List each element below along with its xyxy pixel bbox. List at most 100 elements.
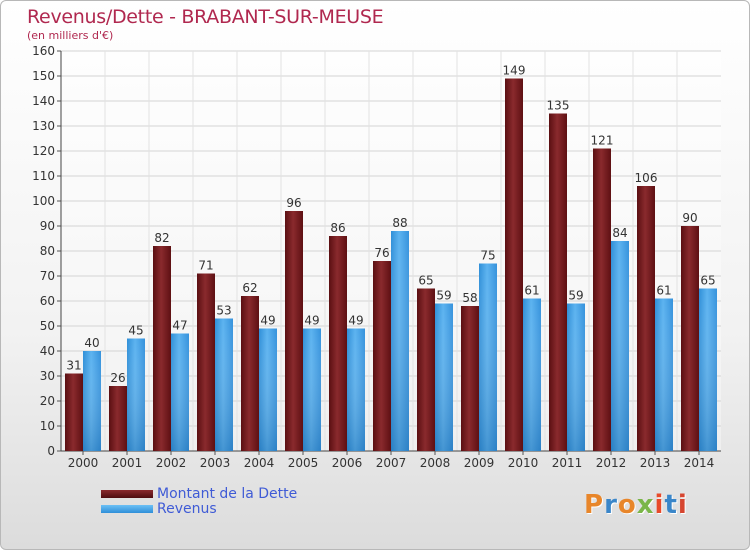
bar-revenus-shade [611, 241, 629, 451]
data-label-revenus: 61 [656, 284, 671, 298]
bar-dette [505, 78, 523, 451]
y-tick-label: 150 [32, 69, 55, 83]
bar-revenus-shade [259, 328, 277, 451]
bar-dette [417, 288, 435, 451]
bar-dette [373, 261, 391, 451]
x-tick-label: 2013 [640, 456, 671, 470]
y-tick-label: 70 [40, 269, 55, 283]
data-label-dette: 76 [374, 246, 389, 260]
logo-letter: t [664, 490, 678, 520]
y-tick-label: 100 [32, 194, 55, 208]
y-tick-label: 160 [32, 44, 55, 58]
x-tick-label: 2009 [464, 456, 495, 470]
logo-letter: x [636, 490, 655, 520]
x-tick-label: 2004 [244, 456, 275, 470]
x-tick-label: 2007 [376, 456, 407, 470]
data-label-revenus: 61 [524, 284, 539, 298]
bar-revenus-shade [435, 303, 453, 451]
data-label-revenus: 88 [392, 216, 407, 230]
data-label-dette: 86 [330, 221, 345, 235]
bar-dette [197, 273, 215, 451]
y-tick-label: 0 [47, 444, 55, 458]
bar-dette [109, 386, 127, 451]
data-label-revenus: 49 [260, 314, 275, 328]
logo-letter: i [654, 490, 665, 520]
logo-letter: P [584, 490, 605, 520]
legend-label-debt: Montant de la Dette [157, 486, 298, 502]
bar-dette [681, 226, 699, 451]
data-label-revenus: 53 [216, 304, 231, 318]
bar-revenus-shade [699, 288, 717, 451]
data-label-dette: 82 [154, 231, 169, 245]
data-label-dette: 121 [591, 134, 614, 148]
data-label-dette: 31 [66, 359, 81, 373]
y-tick-label: 40 [40, 344, 55, 358]
data-label-revenus: 59 [436, 289, 451, 303]
bar-dette [241, 296, 259, 451]
x-tick-label: 2010 [508, 456, 539, 470]
x-tick-label: 2012 [596, 456, 627, 470]
data-label-dette: 90 [682, 211, 697, 225]
data-label-dette: 135 [547, 99, 570, 113]
data-label-dette: 149 [503, 64, 526, 78]
y-tick-label: 80 [40, 244, 55, 258]
bar-revenus-shade [567, 303, 585, 451]
data-label-revenus: 40 [84, 336, 99, 350]
bar-revenus-shade [347, 328, 365, 451]
x-tick-label: 2001 [112, 456, 143, 470]
logo-letter: r [604, 490, 618, 520]
bar-revenus-shade [215, 318, 233, 451]
data-label-dette: 106 [635, 171, 658, 185]
y-tick-label: 140 [32, 94, 55, 108]
chart-subtitle: (en milliers d'€) [27, 29, 114, 42]
y-tick-label: 120 [32, 144, 55, 158]
logo-letter: i [677, 490, 688, 520]
x-tick-label: 2011 [552, 456, 583, 470]
x-tick-label: 2000 [68, 456, 99, 470]
data-label-revenus: 49 [304, 314, 319, 328]
data-label-dette: 26 [110, 371, 125, 385]
bar-revenus-shade [83, 351, 101, 451]
bar-revenus-shade [171, 333, 189, 451]
x-tick-label: 2002 [156, 456, 187, 470]
proxiti-logo: Proxiti [584, 490, 688, 520]
bar-dette [461, 306, 479, 451]
bar-dette [549, 113, 567, 451]
data-label-dette: 96 [286, 196, 301, 210]
x-tick-label: 2006 [332, 456, 363, 470]
bar-revenus-shade [523, 298, 541, 451]
x-tick-label: 2008 [420, 456, 451, 470]
data-label-revenus: 45 [128, 324, 143, 338]
data-label-revenus: 65 [700, 274, 715, 288]
data-label-dette: 65 [418, 274, 433, 288]
bar-dette [637, 186, 655, 451]
bar-dette [329, 236, 347, 451]
logo-letter: o [617, 490, 637, 520]
x-tick-label: 2005 [288, 456, 319, 470]
data-label-dette: 62 [242, 281, 257, 295]
y-tick-label: 30 [40, 369, 55, 383]
bar-revenus-shade [479, 263, 497, 451]
y-tick-label: 20 [40, 394, 55, 408]
y-tick-label: 90 [40, 219, 55, 233]
bar-revenus-shade [391, 231, 409, 451]
x-tick-label: 2014 [684, 456, 715, 470]
bar-dette [593, 148, 611, 451]
bar-revenus-shade [303, 328, 321, 451]
legend-label-revenus: Revenus [157, 501, 217, 517]
y-tick-label: 10 [40, 419, 55, 433]
x-tick-label: 2003 [200, 456, 231, 470]
y-tick-label: 50 [40, 319, 55, 333]
bar-dette [285, 211, 303, 451]
bar-dette [65, 373, 83, 451]
legend-swatch-debt [101, 490, 153, 498]
data-label-revenus: 59 [568, 289, 583, 303]
bar-revenus-shade [655, 298, 673, 451]
data-label-revenus: 84 [612, 226, 627, 240]
data-label-dette: 58 [462, 291, 477, 305]
y-tick-label: 110 [32, 169, 55, 183]
data-label-revenus: 75 [480, 249, 495, 263]
bar-revenus-shade [127, 338, 145, 451]
